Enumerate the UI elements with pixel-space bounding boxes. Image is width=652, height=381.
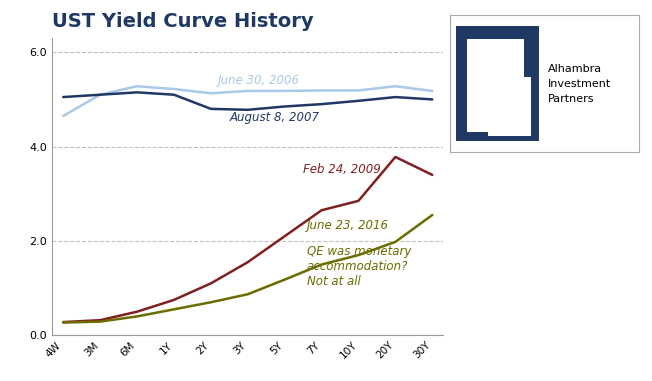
Text: June 23, 2016: June 23, 2016 (307, 219, 389, 232)
Polygon shape (461, 32, 531, 136)
Text: June 30, 2006: June 30, 2006 (218, 74, 300, 87)
Text: QE was monetary
accommodation?
Not at all: QE was monetary accommodation? Not at al… (307, 245, 411, 288)
Text: Alhambra
Investment
Partners: Alhambra Investment Partners (548, 64, 612, 104)
Text: UST Yield Curve History: UST Yield Curve History (52, 12, 314, 31)
Text: Feb 24, 2009: Feb 24, 2009 (303, 163, 381, 176)
Text: August 8, 2007: August 8, 2007 (230, 111, 319, 124)
Polygon shape (467, 38, 524, 132)
FancyBboxPatch shape (461, 32, 531, 136)
FancyBboxPatch shape (456, 26, 539, 141)
